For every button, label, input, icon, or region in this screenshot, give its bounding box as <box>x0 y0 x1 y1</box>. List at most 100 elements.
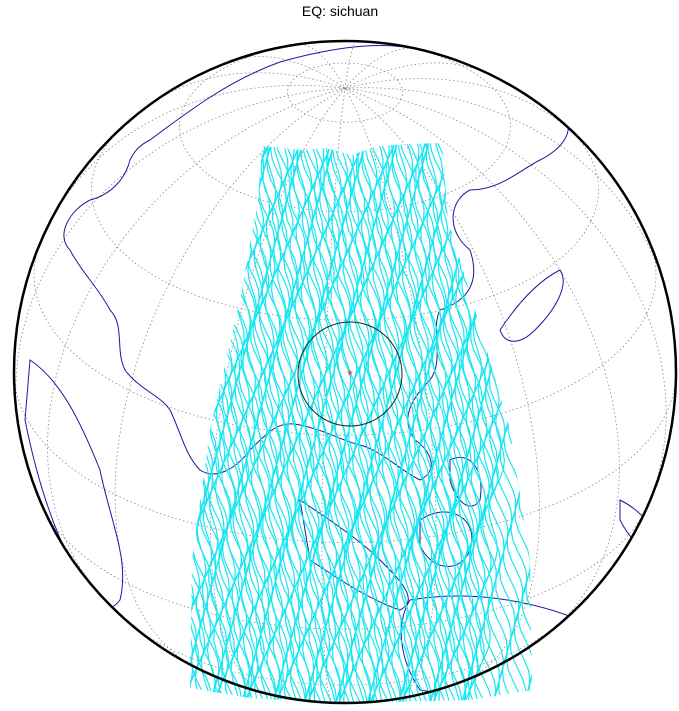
swath-track <box>224 143 277 703</box>
swath-track <box>508 143 532 703</box>
swath-track <box>35 130 87 710</box>
graticule-line <box>147 72 346 107</box>
swath-track <box>304 143 363 703</box>
swath-track <box>47 130 98 710</box>
swath-track <box>77 130 128 710</box>
swath-track <box>0 130 55 710</box>
graticule-line <box>344 88 437 700</box>
coastline-africa <box>24 359 124 609</box>
swath-track <box>73 130 124 710</box>
swath-track <box>118 130 176 710</box>
swath-track <box>115 130 169 710</box>
swath-track <box>89 130 147 710</box>
swath-track <box>470 143 527 703</box>
swath-track <box>112 130 163 710</box>
swath-track <box>53 130 110 710</box>
swath-track <box>190 143 224 703</box>
swath-track <box>367 143 426 703</box>
graticule-line <box>296 43 346 89</box>
graticule-line <box>179 41 511 212</box>
swath-track <box>115 130 171 710</box>
swath-track <box>190 143 224 703</box>
swath-track <box>349 143 402 703</box>
swath-track <box>60 130 117 710</box>
swath-track <box>190 143 216 703</box>
swath-track <box>266 143 319 703</box>
swath-track <box>17 130 68 710</box>
graticule-line <box>287 62 403 123</box>
swath-track <box>106 130 157 710</box>
graticule-line <box>90 124 600 321</box>
swath-track <box>270 143 326 703</box>
swath-track <box>190 143 208 703</box>
swath-track <box>64 130 118 710</box>
swath-track <box>478 143 531 703</box>
swath-track <box>134 130 185 710</box>
graticule-line <box>344 87 541 681</box>
swath-track <box>0 130 52 710</box>
graticule-line <box>14 371 676 543</box>
swath-track <box>190 143 217 703</box>
swath-track <box>0 130 15 710</box>
swath-track <box>460 143 517 703</box>
swath-track <box>0 130 3 710</box>
epicenter-radius-circle <box>297 321 403 427</box>
swath-track <box>0 130 26 710</box>
swath-track <box>417 143 470 703</box>
swath-track <box>21 130 76 710</box>
swath-track <box>190 143 212 703</box>
swath-track <box>242 143 301 703</box>
graticule-line <box>344 87 667 508</box>
swath-track <box>520 143 532 703</box>
swath-track <box>399 143 458 703</box>
swath-track <box>512 143 532 703</box>
graticule-line <box>344 87 670 306</box>
swath-track <box>98 130 151 710</box>
swath-track <box>5 130 56 710</box>
swath-track <box>77 130 128 710</box>
swath-track <box>190 143 214 703</box>
swath-track <box>43 130 94 710</box>
coastlines <box>24 45 666 703</box>
swath-track <box>455 143 508 703</box>
swath-track <box>420 143 473 703</box>
swath-track <box>47 130 98 710</box>
swath-track <box>378 143 433 703</box>
swath-track <box>0 130 24 710</box>
graticule-line <box>42 507 648 630</box>
coastline-sumatra <box>299 498 409 611</box>
graticule-line <box>47 87 346 600</box>
swath-track <box>0 130 9 710</box>
swath-track <box>190 143 206 703</box>
graticule-line <box>230 56 346 89</box>
graticule-line <box>344 62 487 89</box>
graticule-line <box>344 78 580 139</box>
swath-track <box>130 130 181 710</box>
swath-track <box>58 130 116 710</box>
swath-track <box>0 130 32 710</box>
swath-track <box>295 143 348 703</box>
swath-track <box>107 130 158 710</box>
swath-track <box>111 130 162 710</box>
swath-track <box>124 130 181 710</box>
coastline-new-guinea <box>619 499 666 561</box>
swath-track <box>100 130 151 710</box>
swath-track <box>2 130 56 710</box>
swath-track <box>0 130 47 710</box>
coverage-swath <box>0 130 532 710</box>
swath-track <box>69 130 120 710</box>
swath-track <box>126 130 181 710</box>
epicenter-marker: * <box>347 367 353 383</box>
swath-track <box>395 143 450 703</box>
swath-track <box>21 130 74 710</box>
swath-track <box>292 143 345 703</box>
swath-track <box>289 143 342 703</box>
swath-track <box>39 130 90 710</box>
swath-track <box>85 130 142 710</box>
swath-track <box>385 143 437 703</box>
swath-track <box>254 143 308 703</box>
swath-track <box>81 130 133 710</box>
map-title: EQ: sichuan <box>302 3 378 19</box>
